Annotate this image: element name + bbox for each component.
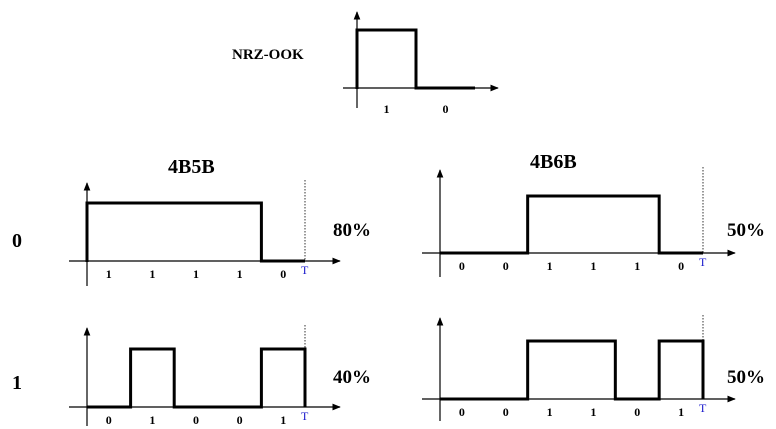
panel-4b5b-0: 1 1 1 1 0 T 80% (69, 180, 371, 286)
nrz-waveform (355, 28, 475, 90)
duty-percent: 50% (727, 367, 765, 388)
duty-percent: 80% (333, 220, 371, 241)
bit-label: 1 (678, 405, 684, 419)
bit-label: 1 (590, 259, 596, 273)
bit-label: 0 (503, 259, 509, 273)
nrz-bit-label: 0 (443, 102, 449, 116)
period-label: T (301, 409, 309, 423)
bit-label: 1 (590, 405, 596, 419)
nrz-bit-label: 1 (384, 102, 390, 116)
nrz-ook-label: NRZ-OOK (232, 47, 304, 63)
nrz-ook-panel: NRZ-OOK 1 0 (232, 11, 499, 116)
header-4b6b: 4B6B (530, 151, 577, 173)
period-label: T (301, 263, 309, 277)
duty-percent: 40% (333, 367, 371, 388)
waveform (85, 201, 305, 263)
waveform (440, 339, 705, 401)
bit-label: 1 (547, 405, 553, 419)
row-label-1: 1 (12, 372, 22, 394)
bit-label: 1 (237, 267, 243, 281)
waveform (440, 194, 703, 255)
period-label: T (699, 255, 707, 269)
bit-label: 0 (503, 405, 509, 419)
bit-label: 1 (149, 267, 155, 281)
panel-4b6b-0: 0 0 1 1 1 0 T 50% (422, 167, 765, 277)
bit-label: 1 (106, 267, 112, 281)
bit-label: 0 (459, 259, 465, 273)
bit-label: 1 (193, 267, 199, 281)
header-4b5b: 4B5B (168, 156, 215, 178)
bit-label: 1 (547, 259, 553, 273)
duty-percent: 50% (727, 220, 765, 241)
bit-label: 0 (280, 267, 286, 281)
bit-label: 0 (106, 413, 112, 427)
bit-label: 0 (678, 259, 684, 273)
waveform (87, 347, 307, 409)
row-label-0: 0 (12, 230, 22, 252)
bit-label: 1 (280, 413, 286, 427)
bit-label: 0 (193, 413, 199, 427)
bit-label: 0 (237, 413, 243, 427)
bit-label: 0 (459, 405, 465, 419)
bit-label: 1 (149, 413, 155, 427)
bit-label: 0 (634, 405, 640, 419)
bit-label: 1 (634, 259, 640, 273)
panel-4b5b-1: 0 1 0 0 1 T 40% (69, 325, 371, 427)
period-label: T (699, 401, 707, 415)
panel-4b6b-1: 0 0 1 1 0 1 T 50% (422, 315, 765, 421)
